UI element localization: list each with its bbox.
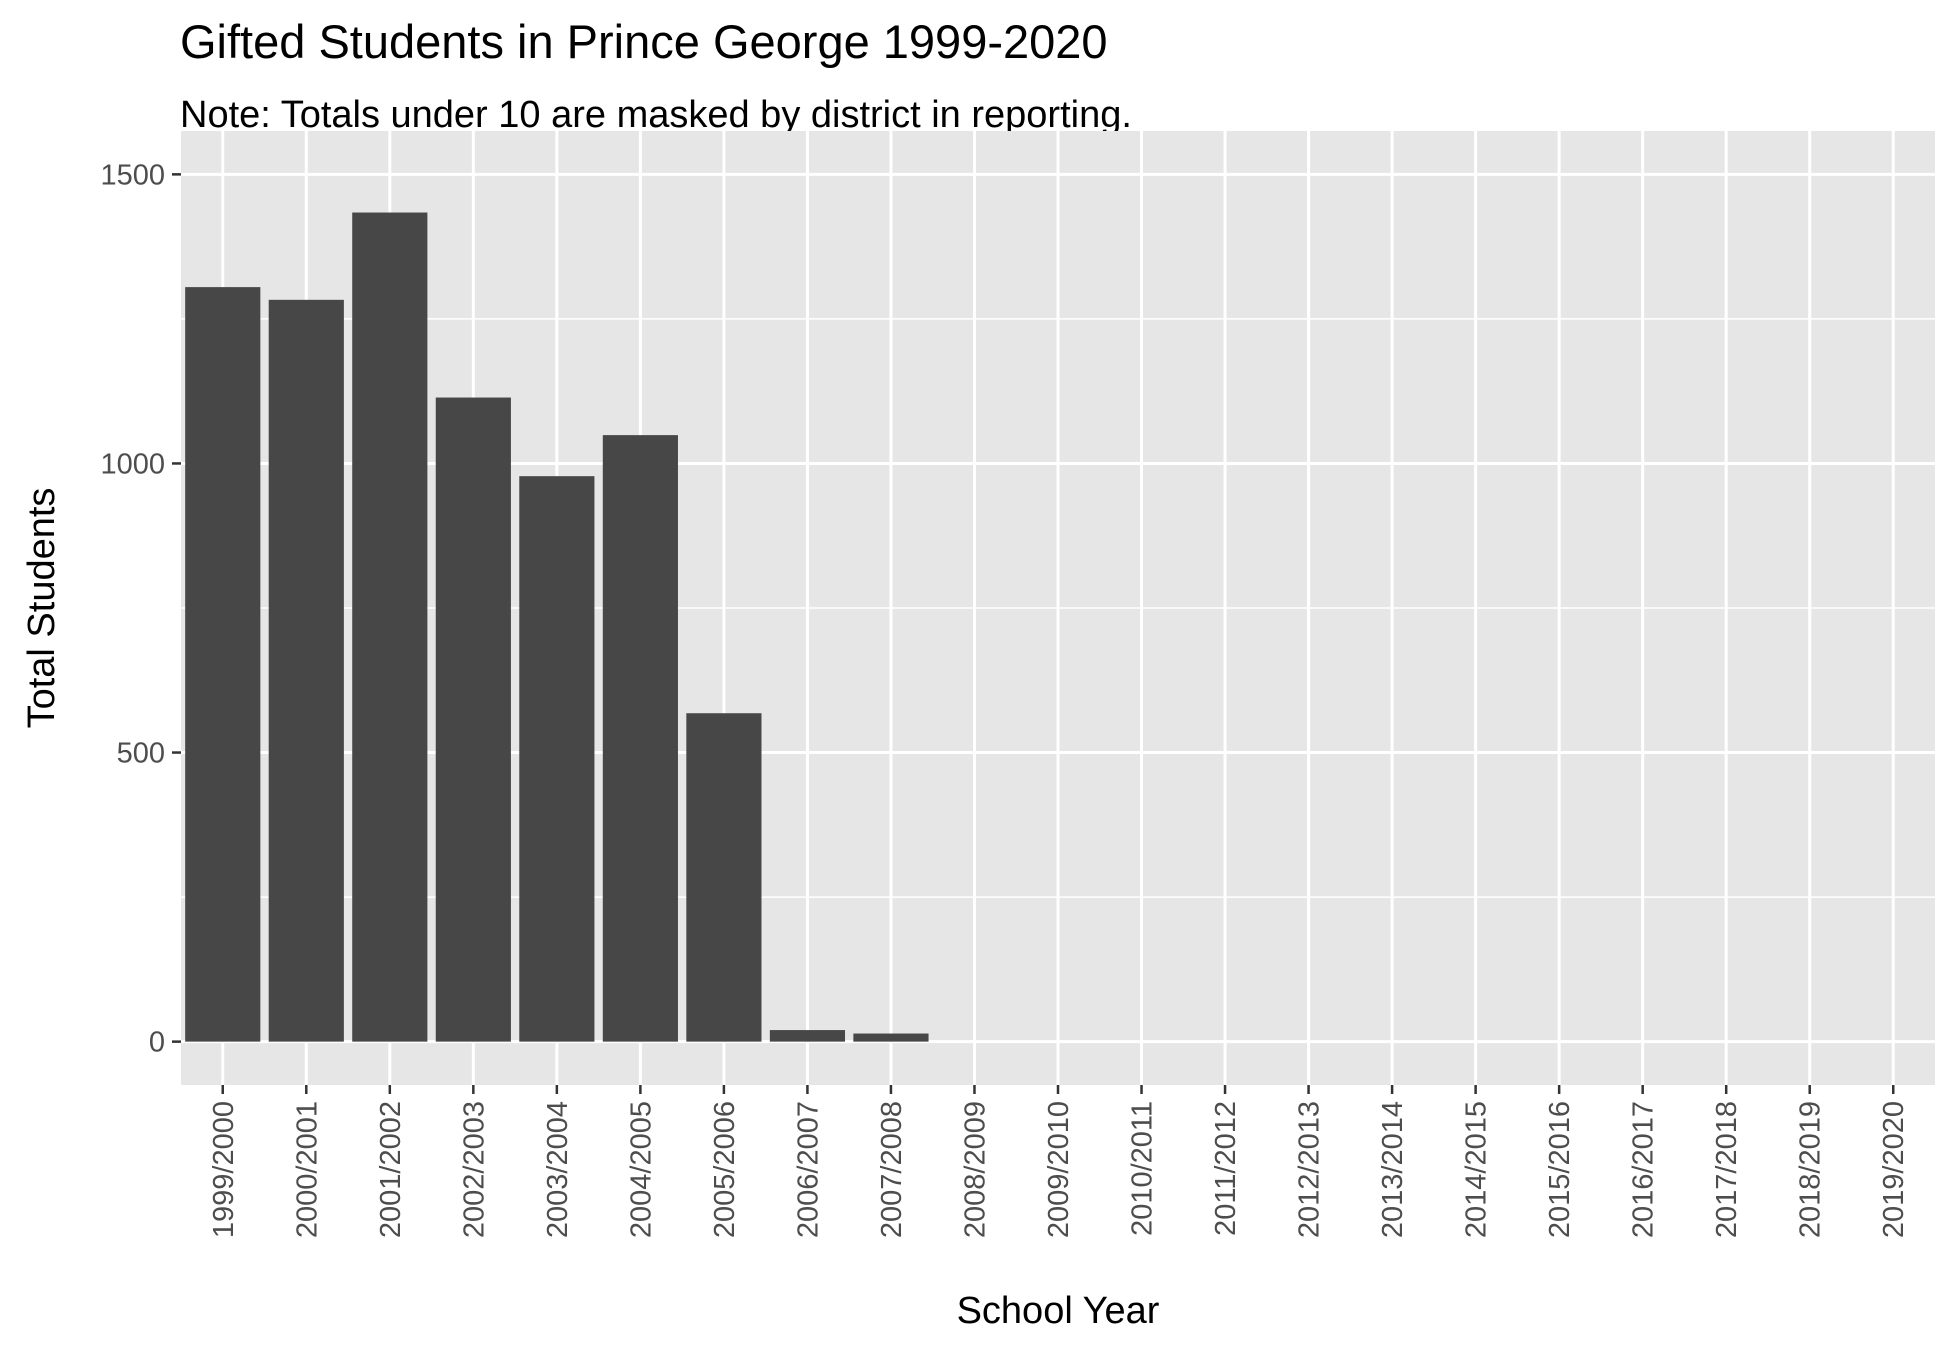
- bar: [686, 713, 762, 1042]
- bar: [853, 1033, 929, 1042]
- x-tick-label: 2010/2011: [1127, 1101, 1159, 1236]
- x-tick-label: 2002/2003: [458, 1101, 490, 1238]
- x-tick-label: 2018/2019: [1795, 1101, 1827, 1238]
- x-tick-label: 2015/2016: [1544, 1101, 1576, 1238]
- x-axis: 1999/2000 2000/2001 2001/2002 2002/2003 2003…: [208, 1085, 1910, 1238]
- y-tick-label: 0: [149, 1027, 165, 1059]
- x-tick-label: 2006/2007: [792, 1101, 824, 1238]
- x-tick-label: 2009/2010: [1043, 1101, 1075, 1238]
- x-tick-label: 1999/2000: [208, 1101, 240, 1238]
- bars: [185, 212, 929, 1042]
- x-tick-label: 2000/2001: [291, 1101, 323, 1238]
- bar: [352, 212, 428, 1042]
- bar: [268, 299, 344, 1042]
- bar: [185, 287, 261, 1042]
- chart-subtitle: Note: Totals under 10 are masked by dist…: [180, 94, 1132, 136]
- x-tick-label: 2005/2006: [709, 1101, 741, 1238]
- x-tick-label: 2012/2013: [1294, 1101, 1326, 1238]
- x-tick-label: 2001/2002: [375, 1101, 407, 1238]
- y-tick-label: 500: [117, 738, 165, 770]
- y-axis-title: Total Students: [21, 488, 63, 729]
- x-tick-label: 2017/2018: [1711, 1101, 1743, 1238]
- bar: [769, 1030, 846, 1042]
- bar: [602, 435, 678, 1042]
- x-tick-label: 2003/2004: [542, 1101, 574, 1238]
- chart-title: Gifted Students in Prince George 1999-20…: [180, 15, 1108, 68]
- y-axis: 0 500 1000 1500: [100, 159, 181, 1059]
- x-tick-label: 2014/2015: [1461, 1101, 1493, 1238]
- y-tick-label: 1000: [100, 448, 165, 480]
- x-tick-label: 2013/2014: [1377, 1101, 1409, 1238]
- x-tick-label: 2004/2005: [625, 1101, 657, 1238]
- y-tick-label: 1500: [100, 159, 165, 191]
- x-axis-title: School Year: [957, 1290, 1160, 1332]
- x-tick-label: 2011/2012: [1210, 1101, 1242, 1236]
- x-tick-label: 2007/2008: [876, 1101, 908, 1238]
- x-tick-label: 2016/2017: [1628, 1101, 1660, 1238]
- x-tick-label: 2008/2009: [959, 1101, 991, 1238]
- bar: [435, 397, 511, 1042]
- bar: [519, 476, 595, 1042]
- x-tick-label: 2019/2020: [1878, 1101, 1910, 1238]
